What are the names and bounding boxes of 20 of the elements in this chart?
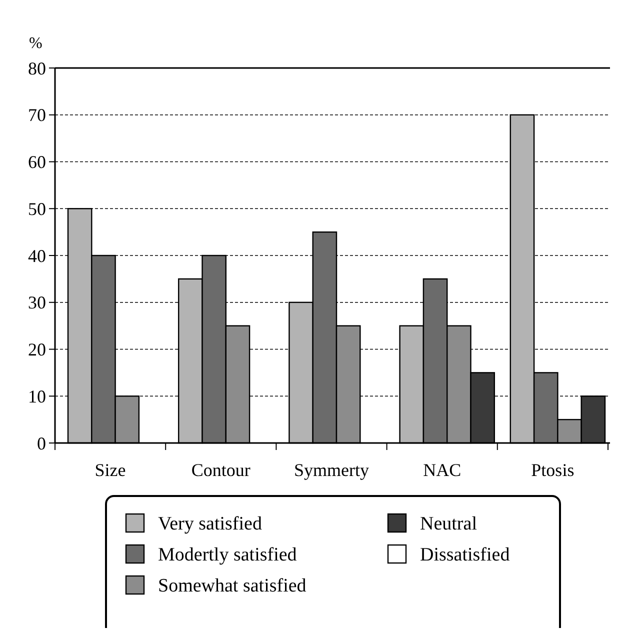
- y-tick-label: 20: [28, 340, 46, 360]
- y-tick-label: 40: [28, 246, 46, 266]
- legend-label: Very satisfied: [158, 514, 262, 535]
- y-tick-label: 50: [28, 198, 46, 219]
- y-tick-label: 70: [28, 105, 46, 126]
- legend-label: Somewhat satisfied: [158, 576, 307, 597]
- y-tick-label: 10: [28, 386, 46, 406]
- legend-label: Neutral: [420, 514, 477, 535]
- y-tick-label: 60: [28, 152, 46, 172]
- x-tick-label: Ptosis: [531, 460, 574, 480]
- legend-label: Dissatisfied: [420, 544, 510, 566]
- y-tick-label: 80: [28, 58, 46, 78]
- legend-label: Modertly satisfied: [158, 544, 298, 566]
- x-tick-label: Symmerty: [294, 460, 369, 480]
- x-tick-label: Contour: [191, 460, 250, 480]
- y-tick-label: 30: [28, 292, 46, 313]
- y-tick-label: 0: [37, 433, 46, 454]
- y-axis-title: %: [29, 35, 42, 52]
- x-tick-label: NAC: [423, 460, 462, 480]
- x-tick-label: Size: [94, 460, 126, 480]
